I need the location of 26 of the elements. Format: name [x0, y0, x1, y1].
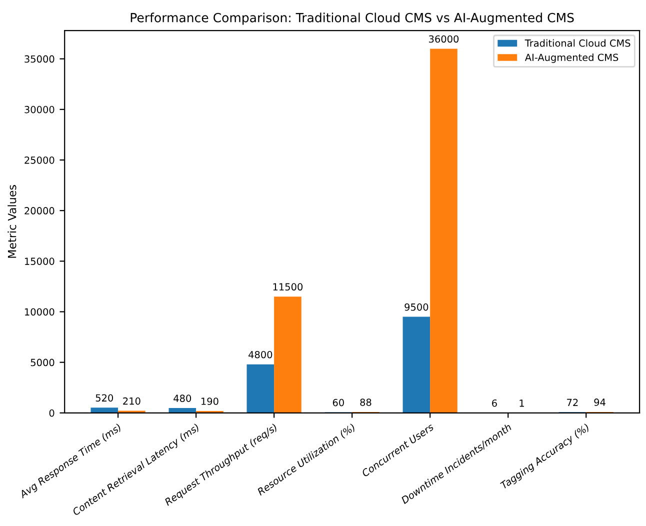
data-label: 190 — [201, 398, 218, 405]
data-label: 480 — [174, 394, 192, 402]
y-tick-label: 10000 — [25, 308, 54, 316]
data-label: 520 — [96, 394, 114, 402]
data-label: 88 — [360, 398, 372, 406]
y-tick-label: 20000 — [24, 207, 54, 214]
data-label: 94 — [594, 398, 606, 406]
y-tick-label: 5000 — [30, 358, 54, 366]
y-tick-label: 15000 — [25, 258, 54, 265]
legend-label: AI-Augmented CMS — [524, 54, 618, 63]
y-tick-label: 25000 — [24, 156, 54, 164]
y-tick-label: 30000 — [24, 106, 54, 114]
data-label: 210 — [123, 397, 140, 405]
data-label: 72 — [567, 398, 578, 406]
data-label: 9500 — [404, 303, 428, 311]
data-label: 4800 — [248, 350, 272, 358]
data-label: 60 — [332, 398, 344, 406]
data-label: 6 — [492, 399, 497, 407]
legend-label: Traditional Cloud CMS — [524, 39, 630, 47]
y-tick-label: 0 — [49, 409, 54, 417]
data-label: 11500 — [273, 283, 303, 291]
data-label: 36000 — [429, 35, 459, 43]
chart-title: Performance Comparison: Traditional Cloud CMS vs AI-Augmented CMS — [130, 12, 574, 25]
y-axis-title: Metric Values — [8, 185, 16, 258]
y-tick-label: 35000 — [24, 55, 54, 63]
data-label: 1 — [520, 400, 524, 407]
